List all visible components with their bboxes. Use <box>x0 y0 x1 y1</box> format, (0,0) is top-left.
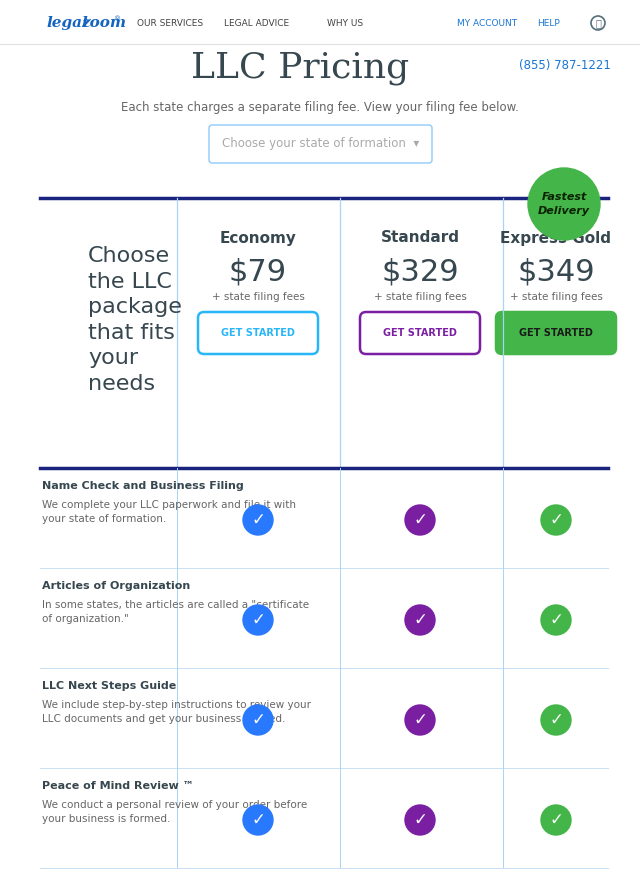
Text: + state filing fees: + state filing fees <box>374 292 467 302</box>
Text: WHY US: WHY US <box>327 18 363 28</box>
Text: MY ACCOUNT: MY ACCOUNT <box>457 18 517 28</box>
FancyBboxPatch shape <box>209 125 432 163</box>
Text: LEGAL ADVICE: LEGAL ADVICE <box>225 18 289 28</box>
Text: ⌕: ⌕ <box>595 18 601 28</box>
Text: ®: ® <box>114 16 121 22</box>
FancyBboxPatch shape <box>360 312 480 354</box>
Text: (855) 787-1221: (855) 787-1221 <box>519 58 611 72</box>
Text: GET STARTED: GET STARTED <box>383 328 457 338</box>
Text: Choose your state of formation  ▾: Choose your state of formation ▾ <box>222 138 419 150</box>
Text: ✓: ✓ <box>549 511 563 529</box>
Text: Peace of Mind Review ™: Peace of Mind Review ™ <box>42 781 194 791</box>
Text: ✓: ✓ <box>251 811 265 829</box>
Text: $329: $329 <box>381 258 459 286</box>
Circle shape <box>528 168 600 240</box>
Circle shape <box>243 505 273 535</box>
Text: + state filing fees: + state filing fees <box>509 292 602 302</box>
Text: We complete your LLC paperwork and file it with
your state of formation.: We complete your LLC paperwork and file … <box>42 500 296 524</box>
Text: $79: $79 <box>229 258 287 286</box>
FancyBboxPatch shape <box>198 312 318 354</box>
Text: Each state charges a separate filing fee. View your filing fee below.: Each state charges a separate filing fee… <box>121 100 519 113</box>
Text: GET STARTED: GET STARTED <box>519 328 593 338</box>
Text: Standard: Standard <box>381 230 460 245</box>
Text: LLC Pricing: LLC Pricing <box>191 51 409 85</box>
Text: LLC Next Steps Guide: LLC Next Steps Guide <box>42 681 176 691</box>
Text: Express Gold: Express Gold <box>500 230 611 245</box>
Text: Name Check and Business Filing: Name Check and Business Filing <box>42 481 244 491</box>
Circle shape <box>541 805 571 835</box>
Text: ✓: ✓ <box>413 811 427 829</box>
Text: zoom: zoom <box>81 16 126 30</box>
Circle shape <box>541 705 571 735</box>
Text: Economy: Economy <box>220 230 296 245</box>
Text: legal: legal <box>46 16 88 30</box>
Text: We include step-by-step instructions to review your
LLC documents and get your b: We include step-by-step instructions to … <box>42 700 311 724</box>
Circle shape <box>541 605 571 635</box>
Circle shape <box>243 805 273 835</box>
Text: + state filing fees: + state filing fees <box>212 292 305 302</box>
Circle shape <box>405 705 435 735</box>
Text: ✓: ✓ <box>413 511 427 529</box>
Circle shape <box>541 505 571 535</box>
Text: We conduct a personal review of your order before
your business is formed.: We conduct a personal review of your ord… <box>42 800 307 824</box>
Text: $349: $349 <box>517 258 595 286</box>
Text: OUR SERVICES: OUR SERVICES <box>137 18 203 28</box>
Circle shape <box>243 705 273 735</box>
Text: GET STARTED: GET STARTED <box>221 328 295 338</box>
FancyBboxPatch shape <box>496 312 616 354</box>
Text: ✓: ✓ <box>549 611 563 629</box>
Text: Fastest
Delivery: Fastest Delivery <box>538 192 590 216</box>
Text: ✓: ✓ <box>251 611 265 629</box>
Text: ✓: ✓ <box>413 711 427 729</box>
Text: ✓: ✓ <box>549 711 563 729</box>
Circle shape <box>405 505 435 535</box>
Circle shape <box>405 805 435 835</box>
Text: In some states, the articles are called a "certificate
of organization.": In some states, the articles are called … <box>42 600 309 624</box>
Text: Choose
the LLC
package
that fits
your
needs: Choose the LLC package that fits your ne… <box>88 246 182 394</box>
Text: HELP: HELP <box>538 18 561 28</box>
Circle shape <box>405 605 435 635</box>
Text: ✓: ✓ <box>549 811 563 829</box>
Text: ✓: ✓ <box>413 611 427 629</box>
Text: ✓: ✓ <box>251 511 265 529</box>
Circle shape <box>243 605 273 635</box>
Text: ✓: ✓ <box>251 711 265 729</box>
Text: Articles of Organization: Articles of Organization <box>42 581 190 591</box>
